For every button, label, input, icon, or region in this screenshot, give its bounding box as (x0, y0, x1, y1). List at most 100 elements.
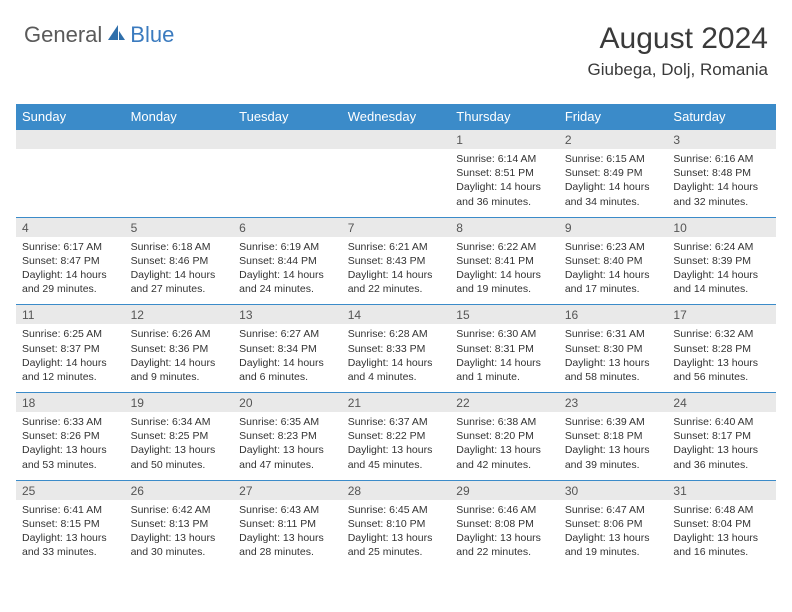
sunrise-line: Sunrise: 6:16 AM (673, 152, 770, 166)
daylight-line: Daylight: 13 hours and 30 minutes. (131, 531, 228, 559)
sunrise-line: Sunrise: 6:28 AM (348, 327, 445, 341)
day-number-cell: 15 (450, 304, 559, 324)
sunrise-line: Sunrise: 6:31 AM (565, 327, 662, 341)
sunrise-line: Sunrise: 6:19 AM (239, 240, 336, 254)
day-detail-cell: Sunrise: 6:28 AMSunset: 8:33 PMDaylight:… (342, 324, 451, 392)
day-detail-cell: Sunrise: 6:26 AMSunset: 8:36 PMDaylight:… (125, 324, 234, 392)
calendar: Sunday Monday Tuesday Wednesday Thursday… (16, 104, 776, 567)
day-number-cell: 9 (559, 217, 668, 237)
day-number-cell: 21 (342, 392, 451, 412)
day-detail-cell: Sunrise: 6:27 AMSunset: 8:34 PMDaylight:… (233, 324, 342, 392)
day-detail-cell: Sunrise: 6:34 AMSunset: 8:25 PMDaylight:… (125, 412, 234, 480)
weeks-container: 123Sunrise: 6:14 AMSunset: 8:51 PMDaylig… (16, 129, 776, 567)
day-number-cell: 18 (16, 392, 125, 412)
sunset-line: Sunset: 8:17 PM (673, 429, 770, 443)
sunset-line: Sunset: 8:26 PM (22, 429, 119, 443)
sunset-line: Sunset: 8:11 PM (239, 517, 336, 531)
day-number-cell: 16 (559, 304, 668, 324)
sunset-line: Sunset: 8:06 PM (565, 517, 662, 531)
day-number-cell: 22 (450, 392, 559, 412)
logo-text-blue: Blue (130, 22, 174, 48)
detail-row: Sunrise: 6:25 AMSunset: 8:37 PMDaylight:… (16, 324, 776, 392)
daylight-line: Daylight: 14 hours and 12 minutes. (22, 356, 119, 384)
day-number-cell (16, 129, 125, 149)
day-number-cell (342, 129, 451, 149)
sunset-line: Sunset: 8:30 PM (565, 342, 662, 356)
day-header-row: Sunday Monday Tuesday Wednesday Thursday… (16, 104, 776, 129)
day-detail-cell (342, 149, 451, 217)
day-number-cell: 29 (450, 480, 559, 500)
daylight-line: Daylight: 13 hours and 47 minutes. (239, 443, 336, 471)
daylight-line: Daylight: 13 hours and 45 minutes. (348, 443, 445, 471)
day-number-cell: 5 (125, 217, 234, 237)
day-detail-cell: Sunrise: 6:41 AMSunset: 8:15 PMDaylight:… (16, 500, 125, 568)
sunrise-line: Sunrise: 6:23 AM (565, 240, 662, 254)
day-detail-cell: Sunrise: 6:15 AMSunset: 8:49 PMDaylight:… (559, 149, 668, 217)
dayhead-sun: Sunday (16, 104, 125, 129)
daylight-line: Daylight: 13 hours and 56 minutes. (673, 356, 770, 384)
day-number-cell: 12 (125, 304, 234, 324)
daylight-line: Daylight: 13 hours and 58 minutes. (565, 356, 662, 384)
daylight-line: Daylight: 14 hours and 1 minute. (456, 356, 553, 384)
day-detail-cell: Sunrise: 6:37 AMSunset: 8:22 PMDaylight:… (342, 412, 451, 480)
day-number-cell: 4 (16, 217, 125, 237)
day-number-cell: 11 (16, 304, 125, 324)
sunrise-line: Sunrise: 6:37 AM (348, 415, 445, 429)
day-detail-cell (233, 149, 342, 217)
daylight-line: Daylight: 13 hours and 25 minutes. (348, 531, 445, 559)
daylight-line: Daylight: 14 hours and 36 minutes. (456, 180, 553, 208)
sunrise-line: Sunrise: 6:46 AM (456, 503, 553, 517)
day-detail-cell: Sunrise: 6:42 AMSunset: 8:13 PMDaylight:… (125, 500, 234, 568)
day-detail-cell: Sunrise: 6:47 AMSunset: 8:06 PMDaylight:… (559, 500, 668, 568)
sunset-line: Sunset: 8:36 PM (131, 342, 228, 356)
sunrise-line: Sunrise: 6:43 AM (239, 503, 336, 517)
day-detail-cell: Sunrise: 6:31 AMSunset: 8:30 PMDaylight:… (559, 324, 668, 392)
day-detail-cell: Sunrise: 6:33 AMSunset: 8:26 PMDaylight:… (16, 412, 125, 480)
day-detail-cell: Sunrise: 6:18 AMSunset: 8:46 PMDaylight:… (125, 237, 234, 305)
day-detail-cell: Sunrise: 6:40 AMSunset: 8:17 PMDaylight:… (667, 412, 776, 480)
day-number-cell: 19 (125, 392, 234, 412)
daylight-line: Daylight: 13 hours and 22 minutes. (456, 531, 553, 559)
day-detail-cell: Sunrise: 6:32 AMSunset: 8:28 PMDaylight:… (667, 324, 776, 392)
sunrise-line: Sunrise: 6:15 AM (565, 152, 662, 166)
sunset-line: Sunset: 8:43 PM (348, 254, 445, 268)
daylight-line: Daylight: 13 hours and 19 minutes. (565, 531, 662, 559)
dayhead-tue: Tuesday (233, 104, 342, 129)
day-number-cell: 27 (233, 480, 342, 500)
sunset-line: Sunset: 8:44 PM (239, 254, 336, 268)
logo-sail-icon (106, 23, 126, 48)
sunrise-line: Sunrise: 6:26 AM (131, 327, 228, 341)
day-number-cell: 8 (450, 217, 559, 237)
sunrise-line: Sunrise: 6:30 AM (456, 327, 553, 341)
detail-row: Sunrise: 6:17 AMSunset: 8:47 PMDaylight:… (16, 237, 776, 305)
daylight-line: Daylight: 14 hours and 9 minutes. (131, 356, 228, 384)
sunrise-line: Sunrise: 6:48 AM (673, 503, 770, 517)
sunset-line: Sunset: 8:51 PM (456, 166, 553, 180)
day-detail-cell: Sunrise: 6:21 AMSunset: 8:43 PMDaylight:… (342, 237, 451, 305)
sunrise-line: Sunrise: 6:17 AM (22, 240, 119, 254)
day-detail-cell: Sunrise: 6:24 AMSunset: 8:39 PMDaylight:… (667, 237, 776, 305)
sunset-line: Sunset: 8:41 PM (456, 254, 553, 268)
sunrise-line: Sunrise: 6:25 AM (22, 327, 119, 341)
sunset-line: Sunset: 8:25 PM (131, 429, 228, 443)
daylight-line: Daylight: 14 hours and 19 minutes. (456, 268, 553, 296)
daylight-line: Daylight: 14 hours and 24 minutes. (239, 268, 336, 296)
daylight-line: Daylight: 14 hours and 22 minutes. (348, 268, 445, 296)
day-number-cell: 24 (667, 392, 776, 412)
day-detail-cell: Sunrise: 6:17 AMSunset: 8:47 PMDaylight:… (16, 237, 125, 305)
daynum-row: 25262728293031 (16, 480, 776, 500)
location-label: Giubega, Dolj, Romania (588, 60, 768, 80)
daylight-line: Daylight: 13 hours and 33 minutes. (22, 531, 119, 559)
sunrise-line: Sunrise: 6:35 AM (239, 415, 336, 429)
day-number-cell: 7 (342, 217, 451, 237)
day-detail-cell: Sunrise: 6:35 AMSunset: 8:23 PMDaylight:… (233, 412, 342, 480)
day-number-cell: 26 (125, 480, 234, 500)
header-right: August 2024 Giubega, Dolj, Romania (588, 22, 768, 80)
sunrise-line: Sunrise: 6:47 AM (565, 503, 662, 517)
day-detail-cell: Sunrise: 6:16 AMSunset: 8:48 PMDaylight:… (667, 149, 776, 217)
sunrise-line: Sunrise: 6:22 AM (456, 240, 553, 254)
day-number-cell: 25 (16, 480, 125, 500)
logo: General Blue (24, 22, 174, 48)
daylight-line: Daylight: 14 hours and 29 minutes. (22, 268, 119, 296)
day-detail-cell: Sunrise: 6:25 AMSunset: 8:37 PMDaylight:… (16, 324, 125, 392)
